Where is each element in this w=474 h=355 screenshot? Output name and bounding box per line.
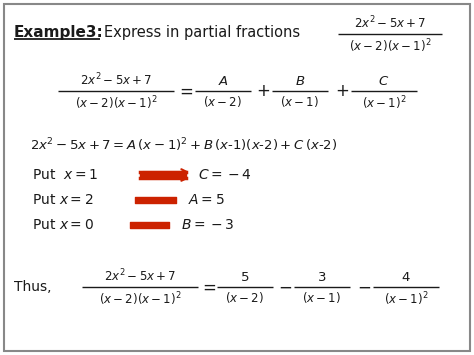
Text: $(x-1)^2$: $(x-1)^2$ (384, 290, 428, 307)
Text: Put $x = 2$: Put $x = 2$ (32, 193, 94, 207)
Text: $2x^2-5x+7$: $2x^2-5x+7$ (104, 267, 176, 284)
Text: $2x^2 - 5x + 7 = A\,(x - 1)^2 + B\,(x\text{-}1)(x\text{-}2) + C\,(x\text{-}2)$: $2x^2 - 5x + 7 = A\,(x - 1)^2 + B\,(x\te… (30, 136, 337, 154)
Text: $B = -3$: $B = -3$ (181, 218, 234, 232)
Text: $-$: $-$ (357, 278, 371, 296)
Text: $A = 5$: $A = 5$ (188, 193, 225, 207)
Text: $(x-1)$: $(x-1)$ (281, 94, 319, 109)
Text: $(x-1)$: $(x-1)$ (302, 290, 342, 305)
Text: $5$: $5$ (240, 271, 250, 284)
Text: $(x-2)(x-1)^2$: $(x-2)(x-1)^2$ (349, 37, 431, 55)
Text: $C$: $C$ (378, 75, 390, 88)
Text: $=$: $=$ (176, 82, 194, 100)
Text: $(x-2)(x-1)^2$: $(x-2)(x-1)^2$ (99, 290, 181, 307)
Text: Thus,: Thus, (14, 280, 52, 294)
Text: $(x-2)$: $(x-2)$ (203, 94, 243, 109)
Text: $B$: $B$ (295, 75, 305, 88)
Text: Example3:: Example3: (14, 24, 104, 39)
Text: $C = -4$: $C = -4$ (198, 168, 252, 182)
Text: $-$: $-$ (278, 278, 292, 296)
Text: $(x-1)^2$: $(x-1)^2$ (362, 94, 406, 111)
Text: $=$: $=$ (200, 278, 217, 296)
Text: $2x^2-5x+7$: $2x^2-5x+7$ (354, 15, 426, 31)
Text: $+$: $+$ (256, 82, 270, 100)
Text: $A$: $A$ (218, 75, 228, 88)
Text: $+$: $+$ (335, 82, 349, 100)
Text: Express in partial fractions: Express in partial fractions (104, 24, 300, 39)
Text: $(x-2)(x-1)^2$: $(x-2)(x-1)^2$ (75, 94, 157, 111)
Text: $2x^2-5x+7$: $2x^2-5x+7$ (80, 71, 152, 88)
Text: $(x-2)$: $(x-2)$ (226, 290, 264, 305)
Text: Put  $x = 1$: Put $x = 1$ (32, 168, 98, 182)
Text: $4$: $4$ (401, 271, 411, 284)
Text: Put $x = 0$: Put $x = 0$ (32, 218, 94, 232)
Text: $3$: $3$ (317, 271, 327, 284)
